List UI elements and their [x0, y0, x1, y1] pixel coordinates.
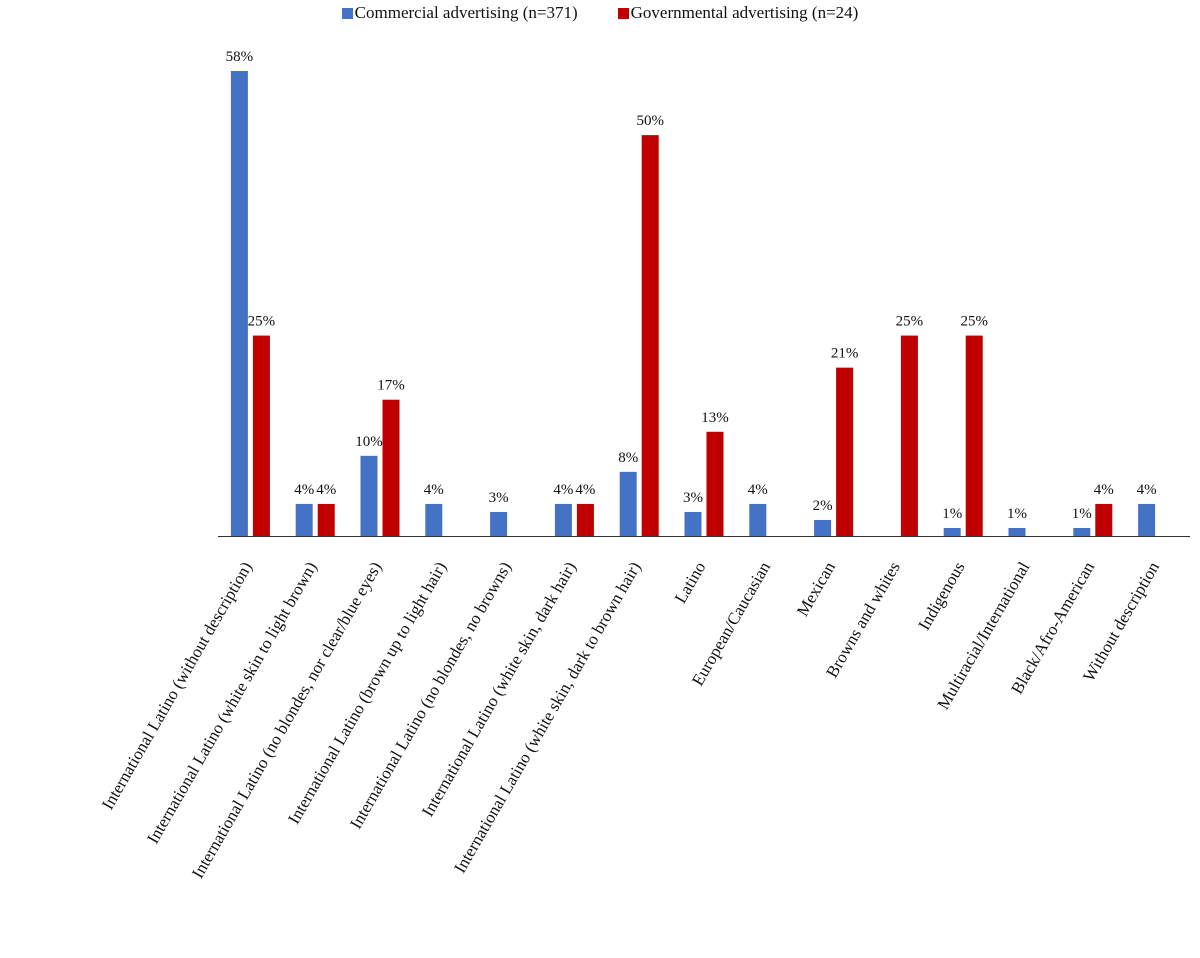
value-label-governmental-13: 4%: [1094, 482, 1114, 498]
legend-item-governmental: Governmental advertising (n=24): [617, 3, 859, 23]
bar-commercial-9: [814, 519, 832, 536]
category-label-7: Latino: [671, 559, 710, 607]
bar-governmental-1: [317, 503, 335, 536]
value-label-commercial-0: 58%: [226, 49, 254, 65]
value-label-commercial-4: 3%: [489, 490, 509, 506]
value-label-commercial-12: 1%: [1007, 506, 1027, 522]
value-label-commercial-9: 2%: [813, 498, 833, 514]
bars-group: [230, 71, 1156, 536]
value-label-commercial-13: 1%: [1072, 506, 1092, 522]
value-label-commercial-5: 4%: [553, 482, 573, 498]
bar-commercial-11: [943, 527, 961, 536]
value-label-governmental-9: 21%: [831, 346, 859, 362]
value-label-governmental-11: 25%: [960, 314, 988, 330]
bar-commercial-13: [1073, 527, 1091, 536]
bar-governmental-2: [382, 399, 400, 536]
bar-governmental-6: [641, 135, 659, 536]
value-label-governmental-6: 50%: [636, 113, 664, 129]
bar-governmental-13: [1095, 503, 1113, 536]
bar-commercial-14: [1138, 503, 1156, 536]
bar-commercial-12: [1008, 527, 1026, 536]
chart-legend: Commercial advertising (n=371) Governmen…: [0, 0, 1200, 26]
value-label-commercial-2: 10%: [355, 434, 383, 450]
value-label-commercial-3: 4%: [424, 482, 444, 498]
category-label-9: Mexican: [793, 558, 839, 619]
value-label-governmental-1: 4%: [316, 482, 336, 498]
category-label-11: Indigenous: [914, 558, 968, 633]
bar-commercial-8: [749, 503, 767, 536]
bar-commercial-3: [425, 503, 443, 536]
value-label-governmental-0: 25%: [248, 314, 276, 330]
bar-governmental-0: [252, 335, 270, 536]
value-label-governmental-2: 17%: [377, 378, 405, 394]
legend-label-commercial: Commercial advertising (n=371): [354, 3, 578, 22]
value-label-governmental-7: 13%: [701, 410, 729, 426]
bar-commercial-5: [554, 503, 572, 536]
bar-commercial-4: [490, 511, 508, 536]
value-labels-group: 58%25%4% 4%10%17%4%3%4% 4%8%50%3%13%4%2%21…: [226, 49, 1157, 522]
value-label-commercial-8: 4%: [748, 482, 768, 498]
bar-commercial-1: [295, 503, 313, 536]
bar-commercial-7: [684, 511, 702, 536]
bar-governmental-5: [576, 503, 594, 536]
legend-label-governmental: Governmental advertising (n=24): [630, 3, 859, 22]
bar-commercial-6: [619, 471, 637, 536]
value-label-commercial-7: 3%: [683, 490, 703, 506]
bar-governmental-11: [965, 335, 983, 536]
bar-governmental-7: [706, 431, 724, 536]
value-label-commercial-1: 4%: [294, 482, 314, 498]
legend-item-commercial: Commercial advertising (n=371): [341, 3, 578, 23]
legend-swatch-commercial: [341, 7, 353, 19]
bar-governmental-10: [900, 335, 918, 536]
category-labels-group: International Latino (without descriptio…: [98, 558, 1163, 882]
value-label-governmental-5: 4%: [575, 482, 595, 498]
value-label-governmental-10: 25%: [896, 314, 924, 330]
bar-governmental-9: [836, 367, 854, 536]
value-label-commercial-11: 1%: [942, 506, 962, 522]
bar-commercial-2: [360, 455, 378, 536]
bar-commercial-0: [230, 71, 248, 536]
category-label-10: Browns and whites: [822, 559, 904, 681]
value-label-commercial-6: 8%: [618, 450, 638, 466]
value-label-commercial-14: 4%: [1137, 482, 1157, 498]
legend-swatch-governmental: [617, 7, 629, 19]
